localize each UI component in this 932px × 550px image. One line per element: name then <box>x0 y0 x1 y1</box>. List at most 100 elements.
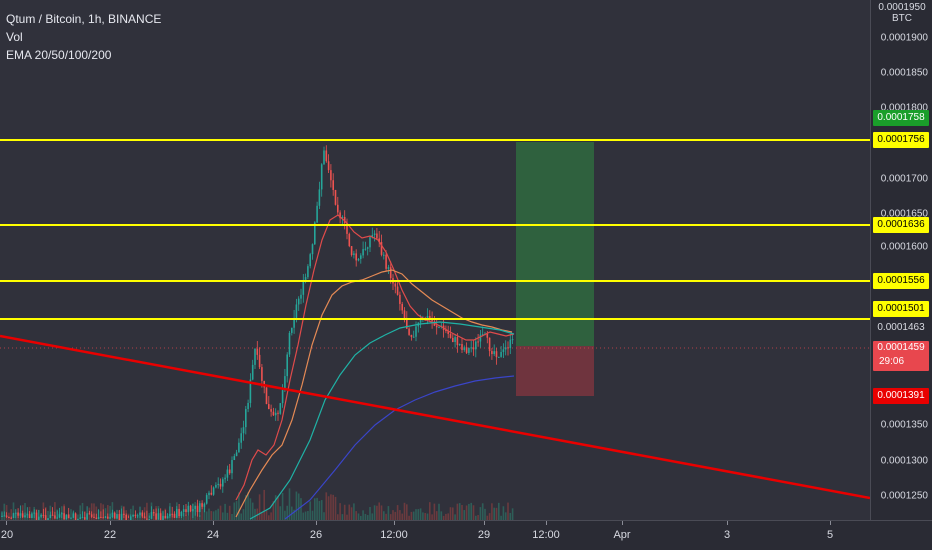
price-axis[interactable]: 0.0001950 BTC 0.0001900 0.0001850 0.0001… <box>870 0 932 520</box>
resistance-line-1501[interactable] <box>0 318 870 320</box>
volume-bar <box>95 506 98 520</box>
candle-body <box>343 216 346 223</box>
resistance-line-1636[interactable] <box>0 224 870 226</box>
volume-bar <box>281 492 284 520</box>
candle-body <box>5 515 8 518</box>
candle-body <box>258 354 261 368</box>
volume-bar <box>93 503 95 520</box>
volume-bar <box>245 495 247 520</box>
candle-body <box>134 514 137 516</box>
candle-body <box>346 222 348 234</box>
volume-bar <box>320 500 323 520</box>
candle-body <box>199 503 201 513</box>
candle-body <box>146 518 148 520</box>
time-tick <box>727 521 728 525</box>
profit-zone[interactable] <box>516 142 594 346</box>
candle-body <box>189 505 192 512</box>
price-label: 0.0001800 <box>880 102 928 114</box>
resistance-line-1556[interactable] <box>0 280 870 282</box>
candle-body <box>311 244 314 255</box>
candle-body <box>79 517 81 519</box>
candle-body <box>334 189 337 205</box>
volume-indicator-label[interactable]: Vol <box>6 30 23 44</box>
candle-body <box>238 442 240 453</box>
loss-zone[interactable] <box>516 346 594 396</box>
candle-body <box>113 512 116 519</box>
price-label: 0.0001700 <box>880 173 928 185</box>
volume-bar <box>314 498 316 520</box>
candle-body <box>355 253 357 261</box>
volume-bar <box>461 504 463 520</box>
candle-body <box>187 505 190 513</box>
volume-bar <box>274 495 277 520</box>
volume-bar <box>288 488 291 520</box>
volume-bar <box>509 512 512 520</box>
target-price-tag: 0.0001758 <box>873 110 929 126</box>
price-chart[interactable] <box>0 0 870 520</box>
volume-bar <box>401 513 403 520</box>
volume-bar <box>422 512 424 520</box>
candle-body <box>120 513 123 520</box>
time-label: 12:00 <box>380 529 408 541</box>
volume-bar <box>210 511 213 520</box>
candle-body <box>401 303 403 311</box>
candle-body <box>353 253 355 256</box>
candle-body <box>19 513 22 516</box>
candle-body <box>454 337 456 343</box>
time-label: 20 <box>0 529 14 541</box>
candle-body <box>180 511 183 517</box>
volume-bar <box>412 511 415 520</box>
time-label: 24 <box>206 529 220 541</box>
candle-body <box>95 517 98 520</box>
volume-bar <box>79 505 81 520</box>
candle-body <box>318 189 321 206</box>
volume-bar <box>449 507 452 520</box>
symbol-title[interactable]: Qtum / Bitcoin, 1h, BINANCE <box>6 12 162 26</box>
candle-body <box>44 515 47 520</box>
ema-indicator-label[interactable]: EMA 20/50/100/200 <box>6 48 112 62</box>
candle-body <box>431 319 433 322</box>
volume-bar <box>383 511 385 520</box>
volume-bar <box>297 493 300 520</box>
price-label: 0.0001650 <box>880 208 928 220</box>
candle-body <box>166 516 169 519</box>
candle-body <box>360 255 362 259</box>
volume-bar <box>385 513 387 520</box>
candle-body <box>215 484 217 488</box>
candle-body <box>486 333 489 338</box>
volume-bar <box>481 503 484 520</box>
volume-bar <box>504 512 507 520</box>
time-label: 5 <box>826 529 834 541</box>
volume-bar <box>387 506 390 520</box>
volume-bar <box>284 510 286 520</box>
volume-bar <box>189 511 192 520</box>
volume-bar <box>330 494 332 520</box>
candle-body <box>309 254 311 267</box>
volume-bar <box>208 508 210 520</box>
candle-body <box>24 515 26 518</box>
candle-body <box>323 150 325 165</box>
volume-bar <box>472 505 475 520</box>
resistance-line-1756[interactable] <box>0 139 870 141</box>
volume-bar <box>54 502 56 520</box>
time-axis[interactable]: 20 22 24 26 12:00 29 12:00 Apr 3 5 <box>0 520 932 550</box>
candle-body <box>219 483 222 487</box>
candle-body <box>164 515 167 519</box>
volume-bar <box>458 503 461 520</box>
candle-body <box>56 517 58 519</box>
ema-value-tag: 0.0001463 <box>873 320 929 336</box>
chart-area[interactable]: Qtum / Bitcoin, 1h, BINANCE Vol EMA 20/5… <box>0 0 870 520</box>
descending-trendline[interactable] <box>0 334 870 500</box>
volume-bar <box>212 511 215 520</box>
candle-body <box>109 517 111 519</box>
candle-body <box>468 347 470 353</box>
volume-bar <box>362 510 364 520</box>
candle-body <box>67 514 70 519</box>
volume-bar <box>219 505 222 520</box>
volume-bar <box>350 507 353 520</box>
volume-bar <box>268 515 270 520</box>
volume-bar <box>270 512 272 520</box>
volume-bar <box>337 514 339 520</box>
candle-body <box>54 515 56 519</box>
candle-body <box>369 237 371 248</box>
